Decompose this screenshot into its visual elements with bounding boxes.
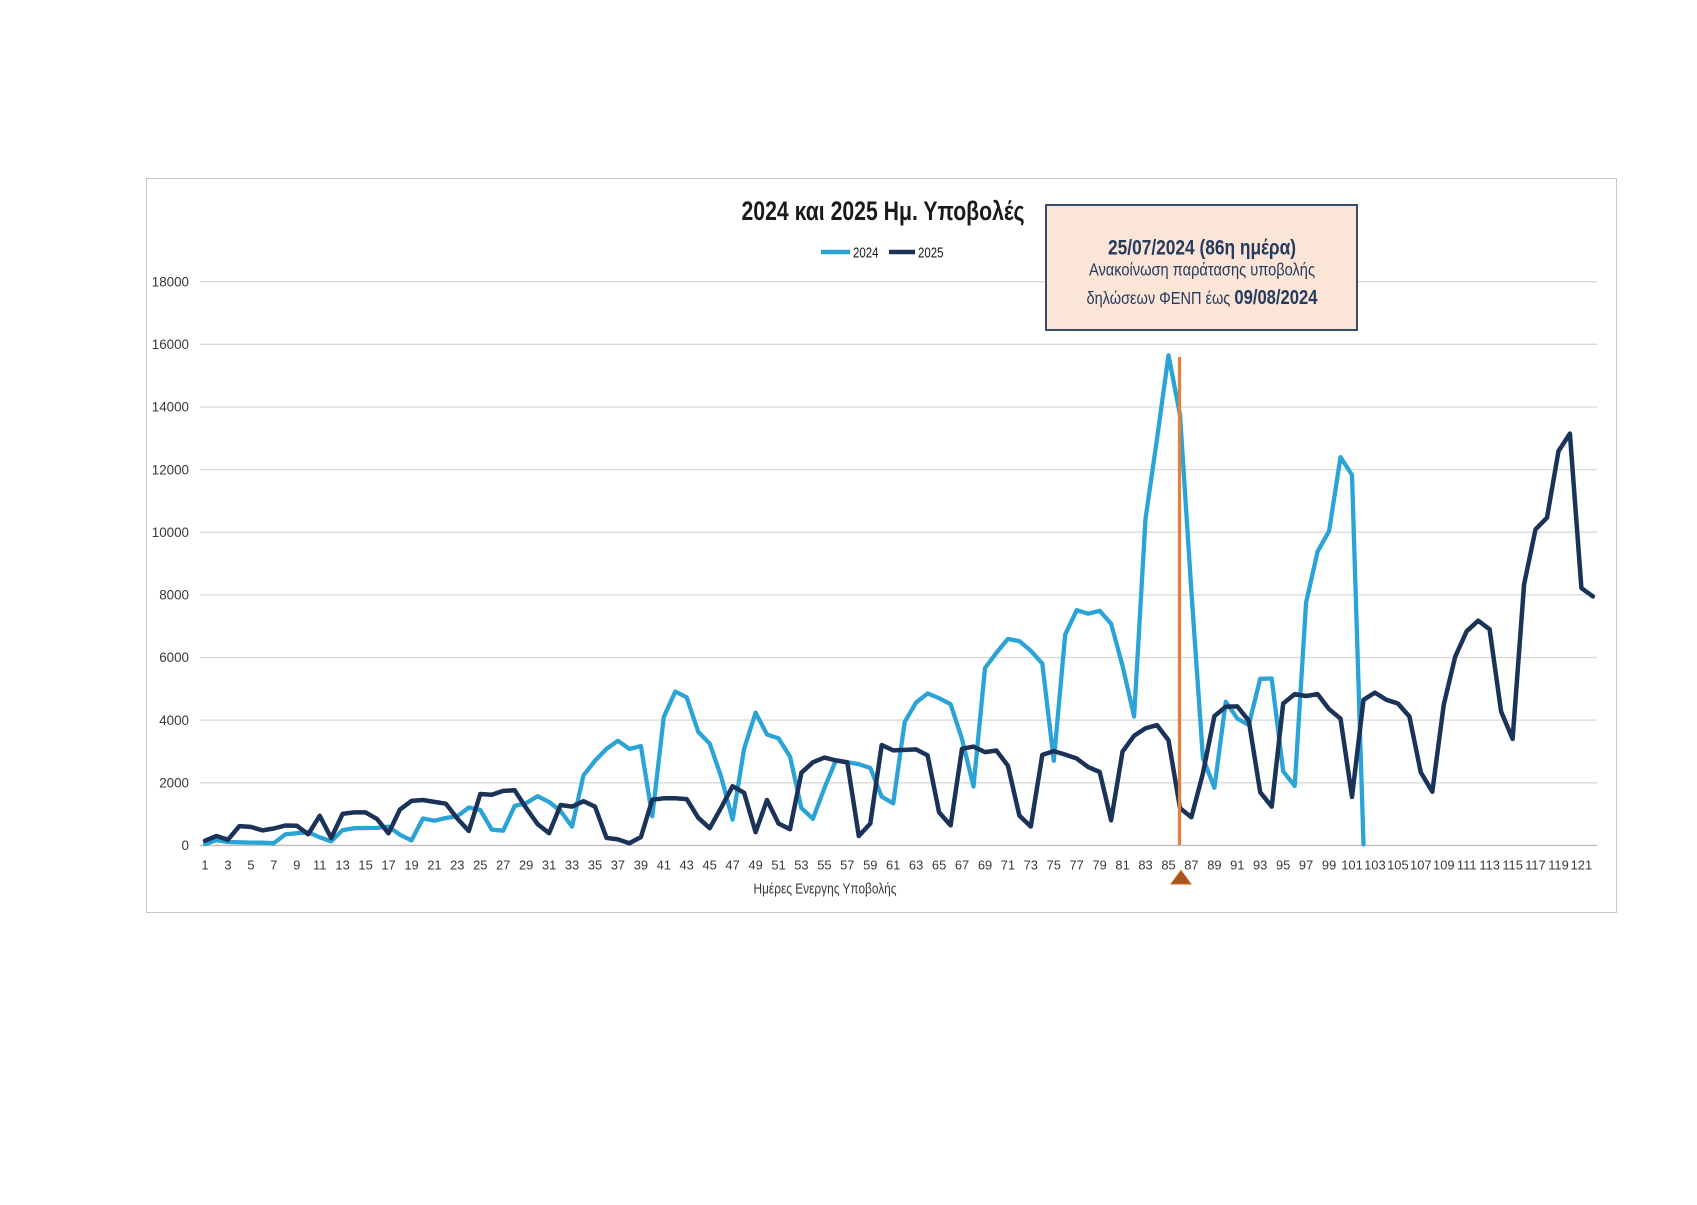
svg-text:25/07/2024 (86η ημέρα): 25/07/2024 (86η ημέρα) [1108,237,1296,260]
svg-text:87: 87 [1184,858,1198,873]
svg-text:39: 39 [634,858,648,873]
svg-text:53: 53 [794,858,808,873]
svg-text:14000: 14000 [152,400,189,415]
svg-text:63: 63 [909,858,923,873]
svg-text:115: 115 [1502,858,1523,873]
svg-text:109: 109 [1433,858,1455,873]
svg-text:12000: 12000 [152,462,189,477]
svg-text:9: 9 [293,858,300,873]
svg-text:2024: 2024 [853,246,879,262]
svg-text:51: 51 [771,858,785,873]
svg-text:1: 1 [201,858,208,873]
svg-text:43: 43 [680,858,694,873]
svg-text:δηλώσεων ΦΕΝΠ έως 09/08/2024: δηλώσεων ΦΕΝΠ έως 09/08/2024 [1087,287,1319,309]
svg-text:91: 91 [1230,858,1244,873]
svg-text:2000: 2000 [159,776,189,791]
svg-text:57: 57 [840,858,854,873]
svg-text:65: 65 [932,858,946,873]
svg-text:Ανακοίνωση παράτασης υποβολής: Ανακοίνωση παράτασης υποβολής [1089,260,1315,280]
svg-text:77: 77 [1070,858,1084,873]
svg-text:Ημέρες Ενεργης Υποβολής: Ημέρες Ενεργης Υποβολής [754,882,897,898]
svg-text:15: 15 [358,858,372,873]
svg-text:23: 23 [450,858,464,873]
svg-text:2025: 2025 [918,246,944,262]
svg-text:85: 85 [1161,858,1175,873]
svg-text:47: 47 [725,858,739,873]
svg-text:35: 35 [588,858,602,873]
svg-text:93: 93 [1253,858,1267,873]
svg-text:33: 33 [565,858,579,873]
svg-text:49: 49 [748,858,762,873]
svg-text:0: 0 [182,838,189,853]
svg-text:17: 17 [381,858,395,873]
svg-text:2024 και 2025 Ημ. Υποβολές: 2024 και 2025 Ημ. Υποβολές [742,196,1025,226]
svg-text:71: 71 [1001,858,1015,873]
svg-text:101: 101 [1341,858,1363,873]
svg-text:103: 103 [1364,858,1386,873]
svg-text:81: 81 [1115,858,1129,873]
svg-text:7: 7 [270,858,277,873]
svg-text:45: 45 [703,858,717,873]
svg-text:75: 75 [1047,858,1061,873]
svg-text:121: 121 [1571,858,1593,873]
svg-text:97: 97 [1299,858,1313,873]
svg-text:119: 119 [1548,858,1569,873]
svg-text:8000: 8000 [159,588,189,603]
svg-text:37: 37 [611,858,625,873]
svg-text:27: 27 [496,858,510,873]
svg-text:73: 73 [1024,858,1038,873]
svg-text:79: 79 [1093,858,1107,873]
svg-text:59: 59 [863,858,877,873]
svg-text:95: 95 [1276,858,1290,873]
svg-text:29: 29 [519,858,533,873]
svg-text:83: 83 [1138,858,1152,873]
svg-text:10000: 10000 [152,525,189,540]
svg-text:5: 5 [247,858,254,873]
svg-text:19: 19 [404,858,418,873]
svg-text:89: 89 [1207,858,1221,873]
svg-text:31: 31 [542,858,556,873]
svg-text:18000: 18000 [152,274,189,289]
svg-text:105: 105 [1387,858,1409,873]
svg-text:55: 55 [817,858,831,873]
svg-text:107: 107 [1410,858,1432,873]
svg-text:69: 69 [978,858,992,873]
svg-text:25: 25 [473,858,487,873]
svg-text:113: 113 [1479,858,1500,873]
svg-text:41: 41 [657,858,671,873]
svg-text:16000: 16000 [152,337,189,352]
svg-text:13: 13 [335,858,349,873]
svg-text:67: 67 [955,858,969,873]
svg-text:21: 21 [427,858,441,873]
svg-text:11: 11 [313,858,326,873]
svg-text:117: 117 [1525,858,1546,873]
svg-text:4000: 4000 [159,713,189,728]
svg-text:111: 111 [1457,858,1477,873]
svg-text:61: 61 [886,858,900,873]
svg-text:3: 3 [224,858,231,873]
svg-text:99: 99 [1322,858,1336,873]
svg-text:6000: 6000 [159,650,189,665]
